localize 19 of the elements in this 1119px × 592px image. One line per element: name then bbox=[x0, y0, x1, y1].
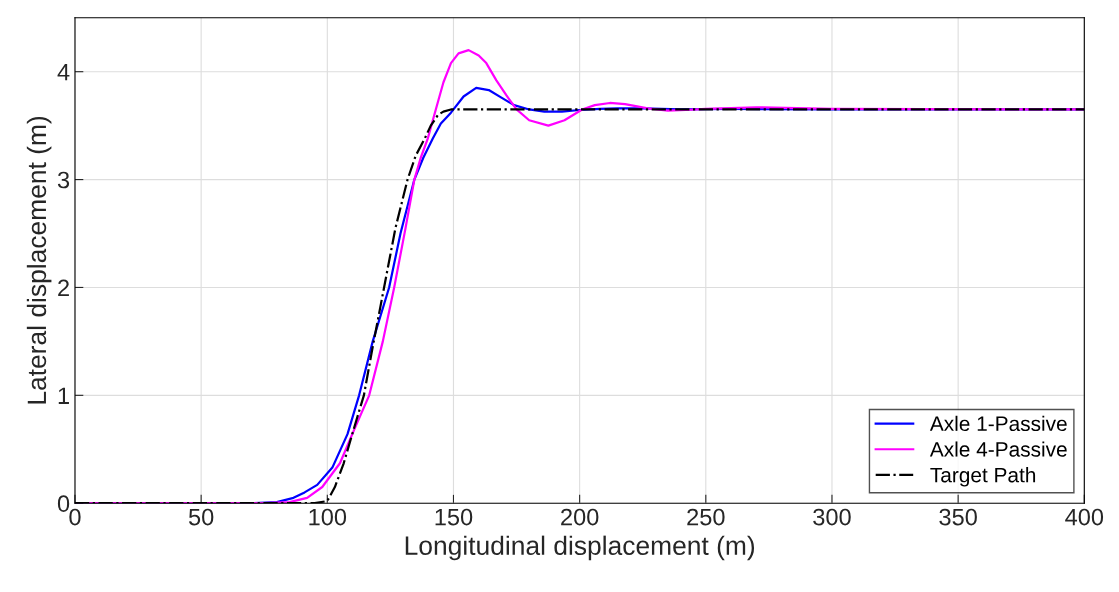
x-tick-label: 400 bbox=[1065, 508, 1104, 526]
x-tick-label: 300 bbox=[813, 508, 851, 526]
x-tick-label: 350 bbox=[939, 508, 977, 526]
legend-label: Target Path bbox=[930, 467, 1036, 487]
y-tick-label: 2 bbox=[58, 279, 69, 296]
legend-label: Axle 1-Passive bbox=[929, 415, 1067, 432]
x-tick-label: 150 bbox=[435, 508, 473, 526]
legend-label: Axle 4-Passive bbox=[929, 441, 1067, 457]
x-tick-label: 100 bbox=[309, 508, 347, 526]
x-axis-title: Longitudinal displacement (m) bbox=[405, 535, 755, 561]
y-axis-title: Lateral displacement (m) bbox=[26, 116, 52, 404]
x-tick-label: 200 bbox=[561, 508, 599, 526]
x-tick-label: 50 bbox=[188, 508, 214, 526]
y-tick-label: 3 bbox=[57, 171, 70, 189]
x-tick-label: 250 bbox=[687, 508, 725, 526]
y-tick-label: 1 bbox=[58, 387, 69, 404]
x-tick-label: 0 bbox=[69, 508, 81, 526]
y-tick-label: 0 bbox=[57, 495, 70, 512]
y-tick-label: 4 bbox=[57, 64, 70, 81]
